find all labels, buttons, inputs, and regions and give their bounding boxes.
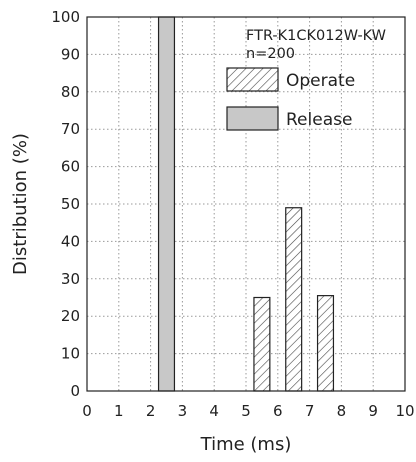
x-tick-label: 2 xyxy=(146,402,156,420)
x-axis-title: Time (ms) xyxy=(200,434,292,455)
y-tick-label: 90 xyxy=(61,45,80,63)
y-tick-label: 70 xyxy=(61,120,80,138)
y-tick-label: 50 xyxy=(61,195,80,213)
legend-label-operate: Operate xyxy=(286,71,355,91)
legend-label-release: Release xyxy=(286,110,352,130)
x-tick-label: 4 xyxy=(209,402,219,420)
x-tick-label: 8 xyxy=(337,402,347,420)
x-tick-label: 10 xyxy=(395,402,414,420)
y-tick-label: 20 xyxy=(61,307,80,325)
y-tick-label: 10 xyxy=(61,345,80,363)
y-tick-label: 0 xyxy=(70,382,80,400)
legend-swatch-release xyxy=(226,106,279,131)
grid xyxy=(87,17,405,391)
y-tick-label: 100 xyxy=(51,8,80,26)
bar-operate xyxy=(316,295,335,392)
y-tick-label: 80 xyxy=(61,83,80,101)
plot-frame xyxy=(86,16,406,392)
x-tick-label: 9 xyxy=(368,402,378,420)
model-annotation: FTR-K1CK012W-KW xyxy=(246,28,386,44)
x-tick-label: 3 xyxy=(178,402,188,420)
bar-release xyxy=(157,16,176,392)
y-tick-label: 30 xyxy=(61,270,80,288)
x-tick-label: 6 xyxy=(273,402,283,420)
x-tick-label: 0 xyxy=(82,402,92,420)
bar-operate xyxy=(253,296,271,392)
sample-size-annotation: n=200 xyxy=(246,46,295,62)
y-tick-label: 40 xyxy=(61,232,80,250)
y-axis-title: Distribution (%) xyxy=(10,133,31,275)
bar-operate xyxy=(285,207,303,392)
x-tick-label: 5 xyxy=(241,402,251,420)
legend-swatch-operate xyxy=(226,67,279,92)
x-tick-label: 7 xyxy=(305,402,315,420)
x-tick-label: 1 xyxy=(114,402,124,420)
y-tick-label: 60 xyxy=(61,158,80,176)
legend: Operate Release xyxy=(226,67,355,131)
